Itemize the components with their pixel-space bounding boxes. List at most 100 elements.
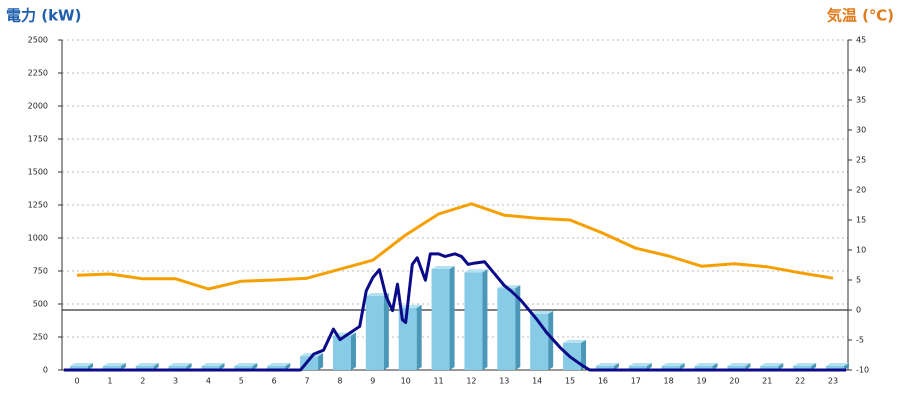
x-tick-label: 17 — [631, 377, 641, 386]
bar-front — [102, 366, 121, 370]
x-tick-label: 4 — [206, 377, 211, 386]
bar-top — [234, 363, 258, 366]
bar-side — [120, 363, 126, 370]
bar-side — [350, 332, 356, 370]
x-tick-label: 11 — [433, 377, 443, 386]
bar-front — [760, 366, 779, 370]
x-tick-label: 5 — [239, 377, 244, 386]
y-tick-label: 2500 — [28, 36, 48, 45]
y2-tick-label: 5 — [856, 276, 861, 285]
bar-side — [416, 304, 422, 370]
y-tick-label: 2250 — [28, 69, 48, 78]
bar-top — [661, 363, 685, 366]
y-tick-label: 1250 — [28, 201, 48, 210]
bar-side — [548, 310, 554, 370]
y2-axis-title: 気温 (℃) — [827, 7, 894, 25]
bar-front — [267, 366, 286, 370]
x-tick-label: 8 — [337, 377, 342, 386]
bar-front — [793, 366, 812, 370]
bar-side — [285, 363, 291, 370]
bar-front — [398, 307, 417, 370]
x-tick-label: 23 — [828, 377, 838, 386]
x-tick-label: 14 — [532, 377, 542, 386]
bar-side — [482, 269, 488, 370]
bar-top — [267, 363, 291, 366]
y-tick-label: 250 — [33, 333, 48, 342]
bar-front — [727, 366, 746, 370]
y-tick-label: 0 — [43, 366, 48, 375]
x-tick-label: 12 — [466, 377, 476, 386]
x-tick-label: 18 — [664, 377, 674, 386]
x-tick-label: 2 — [140, 377, 145, 386]
bar-top — [365, 293, 389, 297]
x-tick-label: 21 — [762, 377, 772, 386]
bar-top — [595, 363, 619, 366]
bar-side — [679, 363, 685, 370]
y-tick-label: 500 — [33, 300, 48, 309]
y-tick-label: 750 — [33, 267, 48, 276]
x-tick-label: 15 — [565, 377, 575, 386]
bar-top — [201, 363, 225, 366]
x-tick-label: 10 — [401, 377, 411, 386]
y2-tick-label: -5 — [856, 336, 864, 345]
bar-top — [727, 363, 751, 366]
x-tick-label: 20 — [729, 377, 739, 386]
y-axis-title: 電力 (kW) — [6, 7, 81, 25]
bar-side — [186, 363, 192, 370]
y2-tick-label: 30 — [856, 126, 866, 135]
y2-tick-label: 15 — [856, 216, 866, 225]
y2-tick-label: 20 — [856, 186, 866, 195]
bar-top — [793, 363, 817, 366]
bar-side — [778, 363, 784, 370]
x-tick-label: 16 — [598, 377, 608, 386]
bar-side — [88, 363, 93, 370]
y2-tick-label: 10 — [856, 246, 866, 255]
bar-side — [844, 363, 849, 370]
bar-top — [464, 269, 488, 273]
bar-side — [581, 339, 587, 370]
x-tick-label: 1 — [107, 377, 112, 386]
y2-tick-label: 0 — [856, 306, 861, 315]
bar-front — [70, 366, 88, 370]
y-tick-label: 1000 — [28, 234, 48, 243]
y2-tick-label: 35 — [856, 96, 866, 105]
x-tick-label: 7 — [305, 377, 310, 386]
y2-tick-label: 45 — [856, 36, 866, 45]
bar-top — [102, 363, 126, 366]
bar-front — [365, 296, 384, 370]
y2-tick-label: 25 — [856, 156, 866, 165]
line — [76, 202, 834, 291]
bar-side — [811, 363, 817, 370]
bar-top — [826, 363, 849, 366]
bar-side — [153, 363, 159, 370]
y-tick-label: 2000 — [28, 102, 48, 111]
y-tick-label: 1500 — [28, 168, 48, 177]
bar-front — [595, 366, 614, 370]
bar-top — [694, 363, 718, 366]
bar-side — [745, 363, 751, 370]
bar-front — [201, 366, 220, 370]
bar-side — [252, 363, 258, 370]
x-tick-label: 13 — [499, 377, 509, 386]
x-tick-label: 22 — [795, 377, 805, 386]
bar-side — [712, 363, 718, 370]
bar-front — [135, 366, 154, 370]
bar-front — [431, 268, 450, 370]
bar-top — [431, 265, 455, 269]
line — [63, 252, 847, 372]
bar-front — [661, 366, 680, 370]
bar-side — [449, 265, 455, 370]
bar-top — [398, 304, 422, 308]
bar-top — [168, 363, 192, 366]
x-tick-label: 3 — [173, 377, 178, 386]
bar-front — [234, 366, 253, 370]
bar-top — [628, 363, 652, 366]
bar-side — [515, 285, 521, 370]
y2-tick-label: -10 — [856, 366, 869, 375]
bar-side — [219, 363, 225, 370]
bar-front — [332, 335, 351, 370]
bar-side — [646, 363, 652, 370]
bar-top — [760, 363, 784, 366]
bar-front — [497, 288, 516, 370]
